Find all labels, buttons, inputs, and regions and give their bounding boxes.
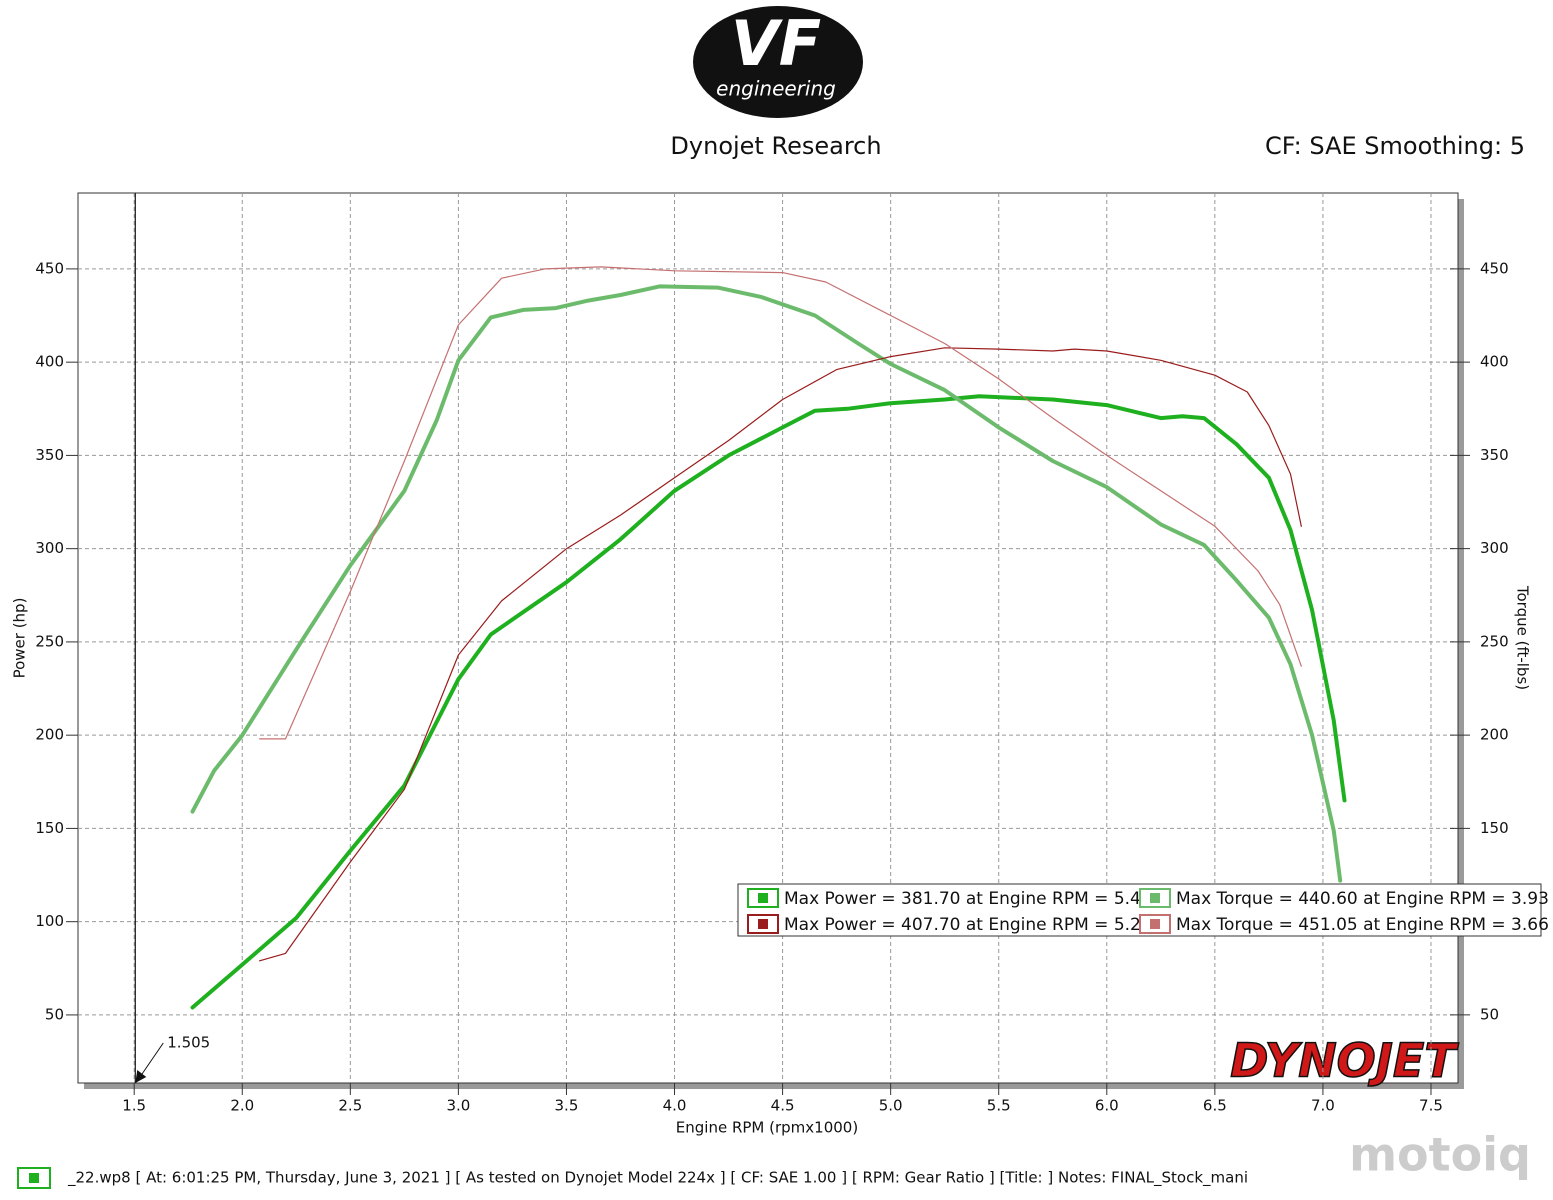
footer-notes: _22.wp8 [ At: 6:01:25 PM, Thursday, June… bbox=[67, 1169, 1248, 1188]
x-tick-label: 5.5 bbox=[987, 1097, 1011, 1115]
y2-tick-label: 300 bbox=[1480, 539, 1509, 557]
legend-swatch-fill bbox=[758, 893, 768, 903]
x-tick-label: 2.0 bbox=[230, 1097, 254, 1115]
y2-tick-label: 150 bbox=[1480, 819, 1509, 837]
y-tick-label: 300 bbox=[35, 539, 64, 557]
legend-label: Max Power = 407.70 at Engine RPM = 5.25 bbox=[784, 915, 1152, 935]
cursor-arrow bbox=[138, 1042, 164, 1079]
y-tick-label: 100 bbox=[35, 912, 64, 930]
y2-tick-label: 200 bbox=[1480, 726, 1509, 744]
legend-swatch-fill bbox=[758, 919, 768, 929]
x-tick-label: 1.5 bbox=[122, 1097, 146, 1115]
legend-swatch-fill bbox=[1150, 893, 1160, 903]
x-tick-label: 5.0 bbox=[879, 1097, 903, 1115]
x-tick-label: 4.5 bbox=[771, 1097, 795, 1115]
x-tick-label: 2.5 bbox=[338, 1097, 362, 1115]
series-line bbox=[190, 394, 1347, 1010]
y-tick-label: 200 bbox=[35, 726, 64, 744]
x-tick-label: 7.5 bbox=[1419, 1097, 1443, 1115]
logo-text: engineering bbox=[716, 77, 836, 101]
y-tick-label: 50 bbox=[45, 1005, 64, 1023]
x-tick-label: 4.0 bbox=[663, 1097, 687, 1115]
cursor-label: 1.505 bbox=[167, 1034, 210, 1052]
y2-axis-label: Torque (ft-lbs) bbox=[1514, 585, 1532, 690]
y2-tick-label: 450 bbox=[1480, 259, 1509, 277]
y-tick-label: 150 bbox=[35, 819, 64, 837]
y2-tick-label: 50 bbox=[1480, 1005, 1499, 1023]
legend-label: Max Torque = 451.05 at Engine RPM = 3.66 bbox=[1176, 915, 1549, 935]
x-tick-label: 3.0 bbox=[446, 1097, 470, 1115]
brand-logo: DYNOJET bbox=[1230, 1034, 1459, 1088]
y-tick-label: 450 bbox=[35, 259, 64, 277]
x-tick-label: 6.0 bbox=[1095, 1097, 1119, 1115]
series-line bbox=[259, 266, 1302, 740]
footer-swatch-fill bbox=[29, 1173, 39, 1183]
x-tick-label: 6.5 bbox=[1203, 1097, 1227, 1115]
chart-title: Dynojet Research bbox=[670, 132, 881, 160]
y2-tick-label: 350 bbox=[1480, 446, 1509, 464]
chart-subtitle: CF: SAE Smoothing: 5 bbox=[1265, 132, 1525, 160]
y-tick-label: 350 bbox=[35, 446, 64, 464]
cursor-arrowhead bbox=[135, 1070, 147, 1083]
series-line bbox=[259, 347, 1302, 962]
legend-swatch-fill bbox=[1150, 919, 1160, 929]
legend-label: Max Torque = 440.60 at Engine RPM = 3.93 bbox=[1176, 889, 1549, 909]
y2-tick-label: 250 bbox=[1480, 632, 1509, 650]
x-tick-label: 3.5 bbox=[555, 1097, 579, 1115]
series-line bbox=[190, 284, 1343, 883]
legend-label: Max Power = 381.70 at Engine RPM = 5.41 bbox=[784, 889, 1152, 909]
y-axis-label: Power (hp) bbox=[11, 598, 29, 679]
y-tick-label: 400 bbox=[35, 353, 64, 371]
y2-tick-label: 400 bbox=[1480, 353, 1509, 371]
y-tick-label: 250 bbox=[35, 632, 64, 650]
logo-mark: VF bbox=[731, 7, 821, 80]
watermark: motoiq bbox=[1349, 1128, 1531, 1182]
logo bbox=[693, 6, 863, 118]
plot-area bbox=[77, 192, 1459, 1084]
x-tick-label: 7.0 bbox=[1311, 1097, 1335, 1115]
x-axis-label: Engine RPM (rpmx1000) bbox=[676, 1119, 858, 1137]
